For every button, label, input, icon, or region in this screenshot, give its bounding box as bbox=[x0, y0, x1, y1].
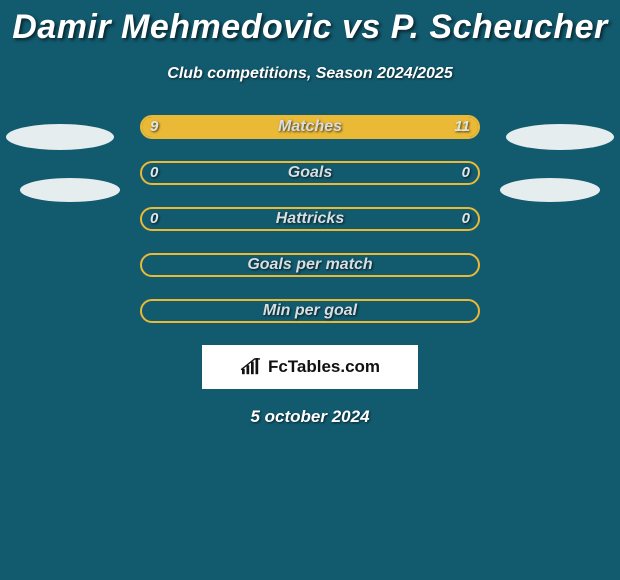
stat-value-right: 0 bbox=[462, 161, 470, 185]
bar-fill-left bbox=[142, 117, 293, 137]
stat-value-left: 0 bbox=[150, 161, 158, 185]
stat-value-right: 0 bbox=[462, 207, 470, 231]
stat-row: 00Hattricks bbox=[0, 207, 620, 233]
stat-value-left: 0 bbox=[150, 207, 158, 231]
brand-text: FcTables.com bbox=[268, 357, 380, 377]
subtitle: Club competitions, Season 2024/2025 bbox=[0, 65, 620, 83]
bar-track bbox=[140, 299, 480, 323]
stat-value-right: 11 bbox=[454, 115, 470, 139]
date-text: 5 october 2024 bbox=[0, 407, 620, 427]
decorative-ellipse bbox=[20, 178, 120, 202]
bar-track bbox=[140, 115, 480, 139]
bar-fill-right bbox=[293, 117, 478, 137]
decorative-ellipse bbox=[506, 124, 614, 150]
bar-track bbox=[140, 207, 480, 231]
bar-track bbox=[140, 161, 480, 185]
bar-track bbox=[140, 253, 480, 277]
decorative-ellipse bbox=[500, 178, 600, 202]
stat-row: Min per goal bbox=[0, 299, 620, 325]
page-title: Damir Mehmedovic vs P. Scheucher bbox=[0, 0, 620, 47]
stat-row: Goals per match bbox=[0, 253, 620, 279]
chart-icon bbox=[240, 358, 262, 376]
brand-badge: FcTables.com bbox=[202, 345, 418, 389]
decorative-ellipse bbox=[6, 124, 114, 150]
stat-value-left: 9 bbox=[150, 115, 158, 139]
